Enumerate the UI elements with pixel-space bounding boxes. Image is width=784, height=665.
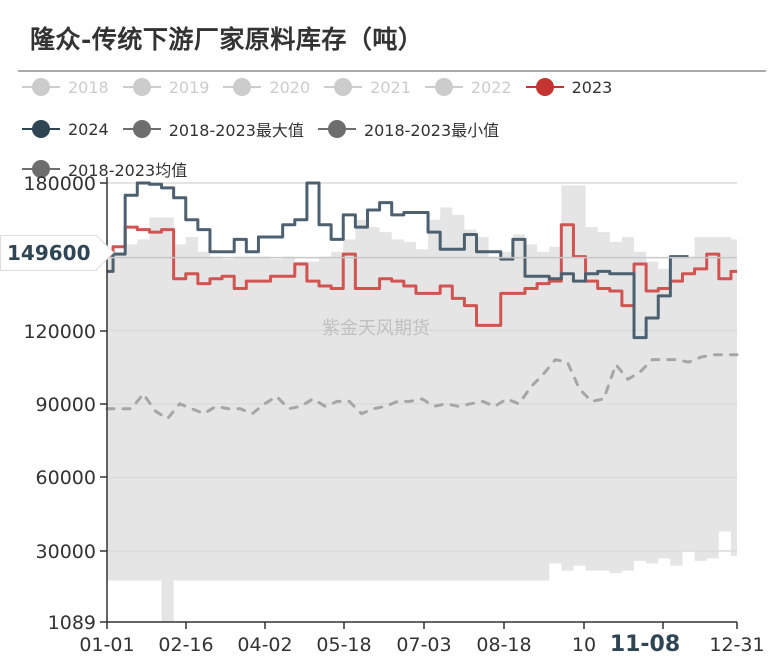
watermark: 紫金天风期货: [322, 318, 430, 339]
legend-item-2020[interactable]: 2020: [223, 77, 310, 97]
legend-item-min[interactable]: 2018-2023最小值: [317, 117, 499, 141]
x-tick-label: 10: [572, 634, 596, 656]
title-divider: [18, 70, 766, 72]
legend-marker-icon: [317, 119, 356, 139]
x-tick-label: 07-03: [396, 634, 451, 656]
legend-marker-icon: [324, 77, 363, 97]
y-axis-pointer-label: 149600: [0, 235, 97, 271]
legend-item-2023[interactable]: 2023: [525, 77, 612, 97]
x-tick-label: 01-01: [79, 634, 134, 656]
legend-item-2022[interactable]: 2022: [424, 77, 512, 97]
legend-item-2019[interactable]: 2019: [122, 77, 209, 97]
x-tick-label: 02-16: [158, 634, 213, 656]
series-line-2023: [107, 223, 737, 327]
y-tick-label: 90000: [36, 394, 96, 416]
legend-row-2: 2024 2018-2023最大值 2018-2023最小值: [22, 117, 513, 141]
legend-marker-icon: [424, 77, 463, 97]
y-tick-label: 60000: [36, 467, 96, 489]
legend-item-2018[interactable]: 2018: [22, 77, 109, 97]
average-line: [105, 353, 739, 421]
x-tick-label: 05-18: [316, 634, 371, 656]
legend-marker-icon: [22, 159, 60, 179]
legend-marker-icon: [22, 77, 60, 97]
x-tick-label: 04-02: [237, 634, 292, 656]
legend-row-1: 2018 2019 2020 2021 2022 2023: [22, 77, 626, 97]
legend-marker-icon: [22, 119, 60, 139]
legend-marker-icon: [223, 77, 262, 97]
y-tick-label: 1089: [48, 612, 96, 634]
y-tick-label: 120000: [23, 321, 96, 343]
legend-item-avg[interactable]: 2018-2023均值: [22, 157, 187, 181]
chart-title: 隆众-传统下游厂家原料库存（吨）: [30, 25, 424, 54]
legend-row-3: 2018-2023均值: [22, 157, 201, 181]
x-tick-label: 08-18: [476, 634, 531, 656]
legend-marker-icon: [122, 77, 161, 97]
y-tick-label: 30000: [36, 541, 96, 563]
y-tick-label: 180000: [23, 173, 96, 195]
legend-marker-icon: [525, 77, 564, 97]
legend-item-2024[interactable]: 2024: [22, 117, 109, 141]
x-axis-pointer-label: 11-08: [610, 632, 680, 657]
x-tick-label: 12-31: [709, 634, 764, 656]
legend-item-max[interactable]: 2018-2023最大值: [122, 117, 304, 141]
legend-marker-icon: [122, 119, 161, 139]
series-line-2024: [107, 181, 689, 340]
legend-item-2021[interactable]: 2021: [324, 77, 411, 97]
min-band-area: [107, 531, 737, 622]
